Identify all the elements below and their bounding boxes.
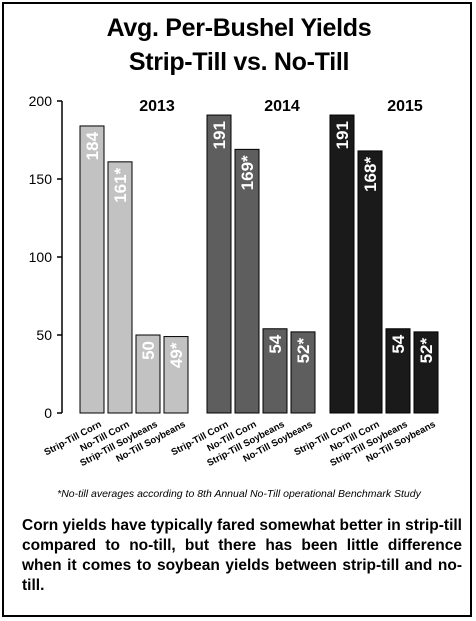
bar <box>107 161 133 414</box>
bar <box>163 336 189 414</box>
bar-value-label: 191 <box>333 121 352 149</box>
infographic-frame: Avg. Per-Bushel Yields Strip-Till vs. No… <box>2 2 472 617</box>
bar <box>135 334 161 414</box>
bar-value-label: 49* <box>167 342 186 368</box>
group-year-label: 2014 <box>264 98 300 115</box>
summary-text: Corn yields have typically fared somewha… <box>22 517 462 594</box>
bar-value-label: 161* <box>111 167 130 202</box>
bar-value-label: 184 <box>83 131 102 160</box>
y-tick-label: 100 <box>29 249 53 265</box>
bar <box>234 148 260 414</box>
y-tick-label: 200 <box>29 93 53 109</box>
footnote: *No-till averages according to 8th Annua… <box>57 488 421 500</box>
bar <box>262 328 288 414</box>
y-tick-label: 50 <box>36 327 52 343</box>
bar-value-label: 52* <box>294 338 313 364</box>
bar <box>79 125 105 414</box>
bar <box>206 114 232 414</box>
bar-value-label: 54 <box>389 334 408 353</box>
chart-subtitle: Strip-Till vs. No-Till <box>128 48 350 76</box>
bar-value-label: 168* <box>361 157 380 192</box>
y-tick-label: 0 <box>44 405 52 421</box>
bar-value-label: 52* <box>417 338 436 364</box>
y-tick-label: 150 <box>29 171 53 187</box>
bar <box>357 150 383 414</box>
bar <box>385 328 411 414</box>
group-year-label: 2015 <box>387 98 423 115</box>
bar <box>290 331 316 414</box>
bar <box>329 114 355 414</box>
bar <box>413 331 439 414</box>
bar-value-label: 50 <box>139 341 158 360</box>
group-year-label: 2013 <box>139 98 175 115</box>
bar-value-label: 54 <box>266 334 285 353</box>
bar-value-label: 169* <box>238 155 257 190</box>
bar-value-label: 191 <box>210 121 229 149</box>
chart-title: Avg. Per-Bushel Yields <box>106 14 372 42</box>
